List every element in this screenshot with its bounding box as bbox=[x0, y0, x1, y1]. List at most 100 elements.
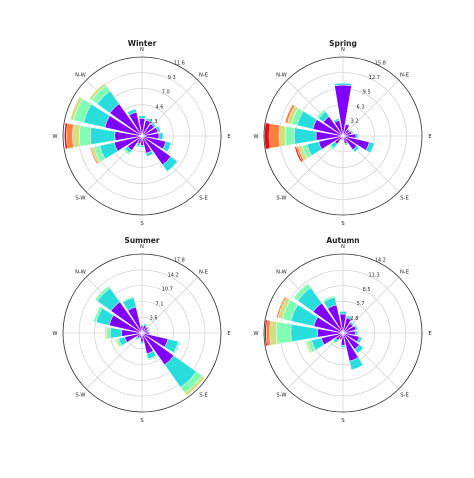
direction-label: S-W bbox=[276, 392, 286, 398]
rose-bar bbox=[147, 355, 158, 361]
radial-tick-label: 2.3 bbox=[149, 119, 157, 125]
radial-tick-label: 7.1 bbox=[156, 301, 164, 307]
rose-bar bbox=[94, 285, 111, 302]
rose-bar bbox=[322, 295, 336, 303]
rose-bar bbox=[293, 127, 317, 145]
rose-bar bbox=[122, 147, 131, 156]
radial-tick-label: 9.5 bbox=[363, 90, 371, 96]
rose-bar bbox=[354, 344, 364, 354]
direction-label: E bbox=[428, 331, 431, 337]
panel-title: Spring bbox=[329, 39, 357, 48]
rose-bar bbox=[109, 327, 123, 339]
rose-bar bbox=[145, 325, 150, 330]
rose-bar bbox=[143, 323, 148, 327]
direction-label: E bbox=[428, 134, 431, 140]
direction-label: E bbox=[227, 134, 230, 140]
direction-label: S-W bbox=[276, 195, 286, 201]
rose-bar bbox=[126, 108, 137, 116]
rose-bar bbox=[275, 296, 287, 319]
direction-label: S bbox=[140, 221, 143, 227]
direction-label: N-E bbox=[199, 269, 208, 275]
radial-tick-label: 2.8 bbox=[350, 316, 358, 322]
direction-label: S-E bbox=[400, 392, 408, 398]
rose-bar bbox=[356, 336, 363, 344]
rose-bar bbox=[158, 132, 164, 140]
direction-label: S-E bbox=[199, 195, 207, 201]
windrose-autumn: 2.8 5.7 8.5 11.3 14.2 N N-E E S-E S S-W W N-W Autumn bbox=[253, 236, 431, 424]
radial-tick-label: 8.5 bbox=[363, 287, 371, 293]
rose-bar bbox=[354, 330, 358, 336]
rose-bar bbox=[145, 150, 154, 157]
rose-bar bbox=[284, 126, 295, 146]
rose-bar bbox=[114, 338, 121, 348]
rose-bar bbox=[275, 321, 292, 345]
rose-bar bbox=[148, 331, 151, 335]
direction-label: N-W bbox=[75, 269, 86, 275]
radial-tick-label: 3.6 bbox=[150, 316, 158, 322]
rose-bar bbox=[340, 344, 346, 348]
rose-bar bbox=[345, 123, 351, 127]
direction-label: N bbox=[341, 47, 345, 53]
radial-tick-label: 11.3 bbox=[369, 272, 380, 278]
rose-bar bbox=[338, 338, 342, 341]
rose-bar bbox=[145, 117, 153, 123]
polar-frame bbox=[263, 253, 423, 413]
radial-tick-label: 14.2 bbox=[168, 272, 179, 278]
rose-bar bbox=[344, 142, 349, 146]
direction-label: N bbox=[140, 47, 144, 53]
rose-bar bbox=[339, 311, 347, 315]
rose-bar bbox=[135, 144, 140, 149]
rose-bar bbox=[268, 123, 281, 149]
direction-label: S-W bbox=[75, 195, 85, 201]
windrose-winter: 2.3 4.6 7.0 9.3 11.6 N N-E E S-E S S-W W N-W Winter bbox=[52, 39, 230, 227]
rose-bar bbox=[340, 138, 343, 141]
rose-bar bbox=[162, 141, 172, 153]
direction-label: S bbox=[140, 418, 143, 424]
rose-bar bbox=[138, 115, 146, 119]
polar-frame bbox=[62, 253, 222, 413]
direction-label: S-E bbox=[199, 392, 207, 398]
rose-bar bbox=[349, 321, 355, 327]
panel-title: Autumn bbox=[326, 236, 359, 245]
radial-tick-label: 4.6 bbox=[155, 105, 163, 111]
rose-bar bbox=[155, 125, 161, 133]
rose-bar bbox=[89, 147, 99, 165]
rose-bar bbox=[184, 375, 205, 396]
grid-spoke bbox=[342, 79, 400, 137]
polar-frame bbox=[62, 56, 222, 216]
direction-label: S-W bbox=[75, 392, 85, 398]
direction-label: W bbox=[253, 331, 258, 337]
rose-bar bbox=[353, 324, 358, 331]
rose-bar bbox=[352, 145, 360, 153]
direction-label: N-W bbox=[75, 72, 86, 78]
rose-bar bbox=[121, 295, 135, 303]
rose-bar bbox=[106, 326, 111, 340]
rose-bar bbox=[284, 104, 296, 124]
direction-label: S bbox=[341, 418, 344, 424]
rose-bar bbox=[294, 146, 303, 163]
rose-bar bbox=[349, 357, 364, 371]
rose-bar bbox=[264, 319, 268, 347]
rose-bar bbox=[331, 339, 337, 345]
rose-bar bbox=[79, 125, 92, 147]
rose-bar bbox=[333, 118, 340, 123]
rose-bar bbox=[316, 109, 326, 119]
rose-bar bbox=[70, 96, 83, 121]
panel-title: Summer bbox=[124, 236, 159, 245]
rose-bar bbox=[347, 128, 351, 132]
rose-bar bbox=[305, 340, 313, 354]
rose-bar bbox=[365, 141, 375, 154]
direction-label: N-E bbox=[400, 72, 409, 78]
rose-bar bbox=[355, 133, 359, 139]
rose-bar bbox=[269, 320, 278, 346]
rose-bar bbox=[293, 283, 312, 302]
radial-tick-label: 7.0 bbox=[162, 89, 170, 95]
radial-tick-label: 17.8 bbox=[174, 258, 185, 264]
radial-tick-label: 9.3 bbox=[168, 75, 176, 81]
rose-bar bbox=[64, 122, 68, 150]
direction-label: N-E bbox=[400, 269, 409, 275]
rose-bar bbox=[72, 124, 81, 148]
direction-label: W bbox=[52, 331, 57, 337]
direction-label: N bbox=[140, 244, 144, 250]
